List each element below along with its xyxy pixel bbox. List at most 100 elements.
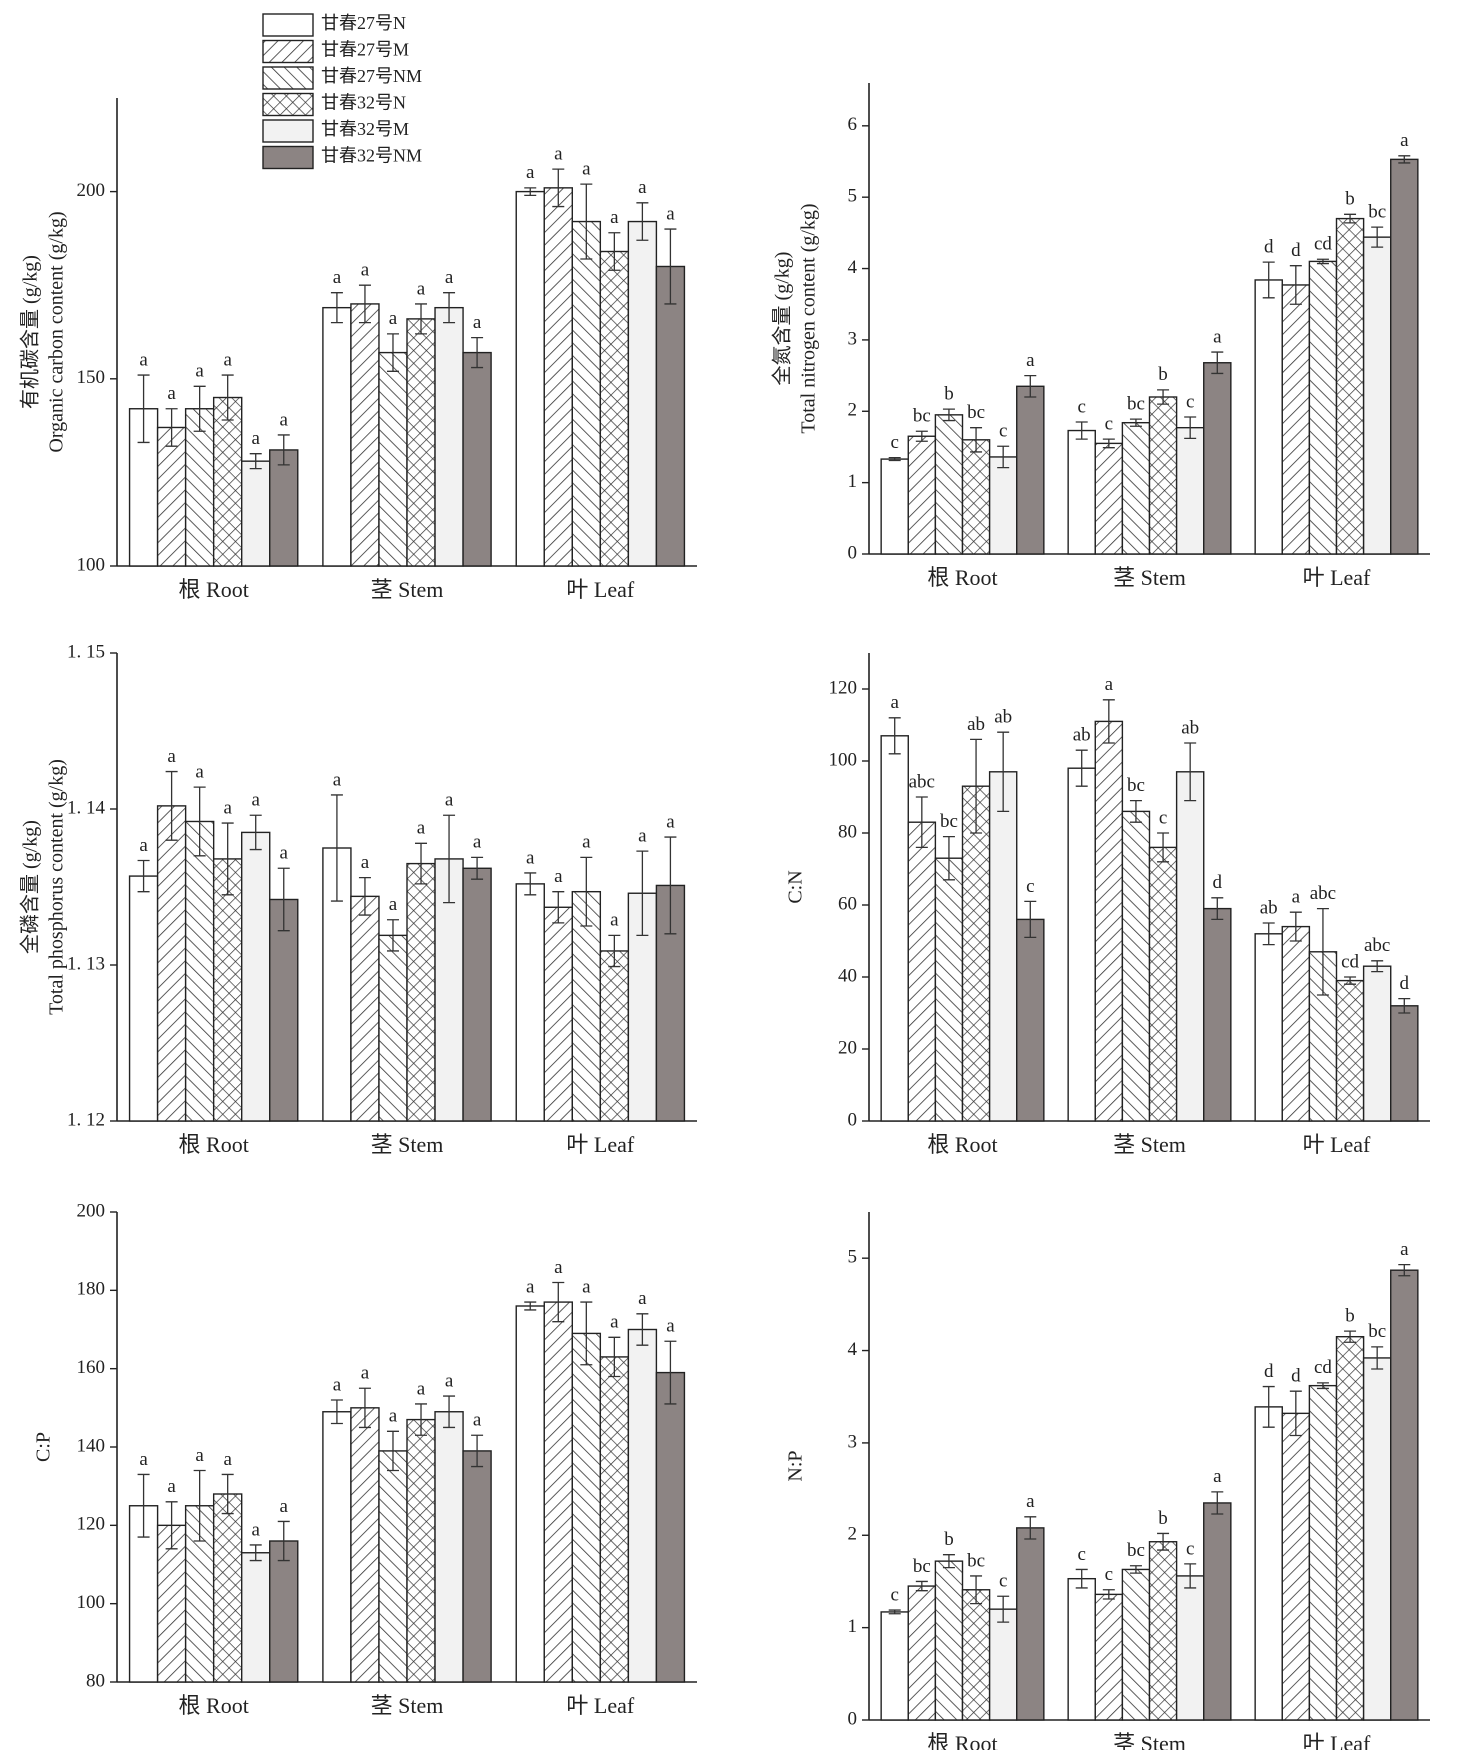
error-bar: [1024, 374, 1037, 398]
y-axis-label: C:N: [785, 870, 807, 903]
error-bar: [249, 814, 262, 851]
bar: [988, 456, 1018, 555]
y-tick-label: 6: [848, 114, 858, 135]
error-bar: [524, 187, 537, 196]
x-tick-label: 根 Root: [927, 1731, 997, 1750]
bar: [961, 1589, 991, 1721]
error-bar: [386, 333, 399, 372]
significance-label: c: [1105, 413, 1113, 434]
chart-panel: 100 150 200 有机碳含量 (g/kg) Organic carbon cont…: [19, 13, 697, 602]
significance-label: a: [1213, 326, 1222, 347]
error-bar: [552, 891, 565, 924]
bar: [156, 1524, 187, 1683]
error-bar: [471, 336, 484, 369]
bar: [156, 426, 187, 567]
bar: [1016, 385, 1045, 555]
x-tick-label: 根 Root: [179, 577, 249, 602]
significance-label: bc: [913, 406, 931, 427]
bar: [1281, 1412, 1311, 1721]
significance-label: a: [554, 143, 563, 164]
error-bar: [1289, 911, 1302, 942]
bar: [128, 875, 159, 1122]
x-tick-label: 茎 Stem: [1113, 1132, 1186, 1157]
bar: [1067, 1577, 1096, 1721]
error-bar: [443, 292, 456, 324]
error-bar: [915, 796, 928, 849]
x-tick-label: 根 Root: [927, 1132, 997, 1157]
error-bar: [221, 822, 234, 896]
error-bar: [1157, 389, 1170, 405]
error-bar: [915, 430, 928, 442]
significance-label: bc: [1127, 1540, 1145, 1561]
y-tick-label: 60: [838, 893, 857, 914]
bar: [1067, 767, 1096, 1122]
bar: [543, 906, 573, 1122]
bar: [406, 862, 436, 1122]
error-bar: [1316, 258, 1329, 265]
significance-label: ab: [1181, 717, 1199, 738]
y-tick-label: 1. 12: [67, 1109, 105, 1130]
error-bar: [1024, 1516, 1037, 1540]
legend-label: 甘春27号N: [321, 13, 406, 33]
bar: [515, 1305, 545, 1683]
significance-label: bc: [1368, 202, 1386, 223]
bar: [655, 265, 686, 567]
bar: [1254, 279, 1283, 555]
bar: [880, 1611, 909, 1721]
significance-label: a: [445, 1370, 454, 1391]
error-bar: [386, 919, 399, 952]
significance-label: a: [251, 790, 260, 811]
error-bar: [1102, 1589, 1115, 1600]
bar: [1281, 284, 1311, 555]
error-bar: [165, 770, 178, 841]
y-tick-label: 2: [848, 400, 858, 421]
error-bar: [1344, 1330, 1357, 1343]
error-bar: [1129, 418, 1142, 427]
error-bar: [524, 1301, 537, 1311]
x-tick-label: 茎 Stem: [371, 577, 444, 602]
bar: [184, 408, 215, 567]
y-axis-label: Organic carbon content (g/kg): [46, 211, 68, 452]
significance-label: a: [417, 1378, 426, 1399]
y-tick-label: 2: [848, 1524, 858, 1545]
y-axis-label: 全氮含量 (g/kg): [771, 252, 794, 386]
y-tick-label: 1. 14: [67, 797, 106, 818]
y-tick-label: 100: [77, 1592, 106, 1613]
y-tick-label: 3: [848, 1431, 858, 1452]
error-bar: [249, 1544, 262, 1562]
error-bar: [636, 202, 649, 241]
bar: [269, 1540, 299, 1683]
error-bar: [664, 228, 677, 305]
error-bar: [1262, 922, 1275, 946]
bar: [1308, 260, 1338, 555]
bar: [627, 1328, 658, 1683]
error-bar: [888, 457, 901, 462]
bar: [240, 460, 271, 567]
bar: [543, 1301, 573, 1683]
significance-label: c: [999, 1571, 1007, 1592]
significance-label: a: [1400, 1239, 1409, 1260]
significance-label: c: [1026, 876, 1034, 897]
error-bar: [193, 1469, 206, 1542]
y-tick-label: 0: [848, 542, 858, 563]
x-tick-label: 叶 Leaf: [1303, 1132, 1371, 1157]
significance-label: a: [1105, 674, 1114, 695]
significance-label: a: [361, 852, 370, 873]
significance-label: a: [554, 1257, 563, 1278]
significance-label: cd: [1314, 1357, 1332, 1378]
bar: [322, 1411, 352, 1683]
error-bar: [1075, 421, 1088, 440]
y-tick-label: 0: [848, 1708, 858, 1729]
legend-label: 甘春27号NM: [321, 66, 422, 86]
error-bar: [165, 408, 178, 447]
significance-label: bc: [940, 811, 958, 832]
significance-label: a: [333, 267, 342, 288]
bar: [1203, 362, 1232, 555]
bar: [627, 220, 658, 567]
y-tick-label: 180: [77, 1279, 106, 1300]
significance-label: abc: [909, 771, 935, 792]
significance-label: a: [582, 158, 591, 179]
error-bar: [277, 867, 290, 932]
y-tick-label: 200: [77, 1200, 106, 1221]
